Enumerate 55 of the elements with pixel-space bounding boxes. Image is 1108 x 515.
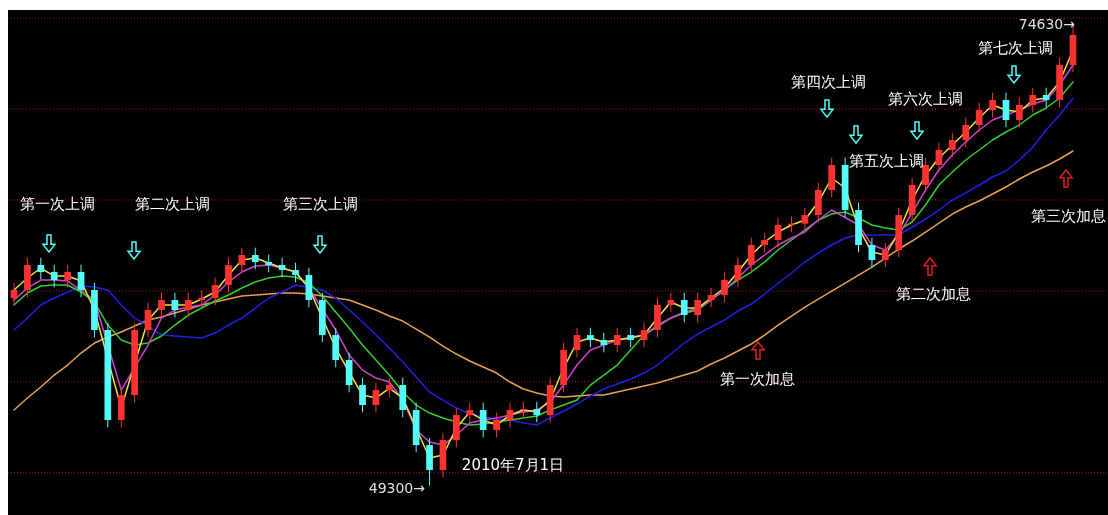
candlestick <box>144 302 152 338</box>
annotation: 第三次加息 <box>1030 207 1106 225</box>
candlestick <box>385 377 393 398</box>
candlestick <box>962 117 970 148</box>
candlestick <box>881 242 889 268</box>
candlestick <box>1029 87 1037 113</box>
candlestick <box>238 247 246 273</box>
candlestick <box>493 412 500 438</box>
candlestick <box>520 401 527 418</box>
candlestick <box>184 292 192 318</box>
candlestick <box>694 292 702 323</box>
candlestick <box>466 402 474 423</box>
candlestick <box>50 264 58 288</box>
candlestick <box>761 232 769 253</box>
candlestick <box>989 92 996 118</box>
candlestick <box>225 257 232 293</box>
candlestick <box>801 207 809 232</box>
candlestick <box>587 327 594 348</box>
candlestick <box>211 277 219 306</box>
annotation: 第五次上调 <box>848 152 924 170</box>
candlestick <box>627 327 634 348</box>
candlestick <box>359 377 366 413</box>
annotation: 第一次上调 <box>19 195 95 213</box>
candlestick <box>506 402 514 428</box>
annotation: 2010年7月1日 <box>461 456 565 474</box>
candlestick <box>251 247 259 270</box>
candlestick <box>533 401 541 423</box>
candlestick <box>1002 92 1010 128</box>
candlestick <box>640 322 648 348</box>
candlestick <box>922 157 929 193</box>
candlestick <box>64 264 71 288</box>
candlestick <box>680 292 688 323</box>
annotation: 第二次加息 <box>895 285 971 303</box>
annotation: 74630→ <box>1018 16 1076 32</box>
candlestick <box>613 327 621 353</box>
candlestick <box>600 332 608 353</box>
candlestick <box>1042 87 1050 108</box>
candlestick <box>721 272 728 303</box>
candlestick <box>171 292 179 318</box>
annotation: 第三次上调 <box>282 195 358 213</box>
candlestick <box>949 132 956 158</box>
annotation: 49300→ <box>368 480 426 496</box>
annotation: 第一次加息 <box>719 370 795 388</box>
annotation: 第六次上调 <box>887 90 963 108</box>
candlestick <box>292 262 299 283</box>
candlestick <box>37 257 45 280</box>
annotation: 第二次上调 <box>134 195 210 213</box>
annotation: 第七次上调 <box>977 39 1053 57</box>
candlestick <box>975 102 983 133</box>
candlestick <box>747 237 755 273</box>
candlestick <box>158 292 165 318</box>
candlestick <box>667 292 675 313</box>
candlestick <box>479 402 487 438</box>
annotation: 第四次上调 <box>790 73 866 91</box>
candlestick <box>1016 97 1023 128</box>
